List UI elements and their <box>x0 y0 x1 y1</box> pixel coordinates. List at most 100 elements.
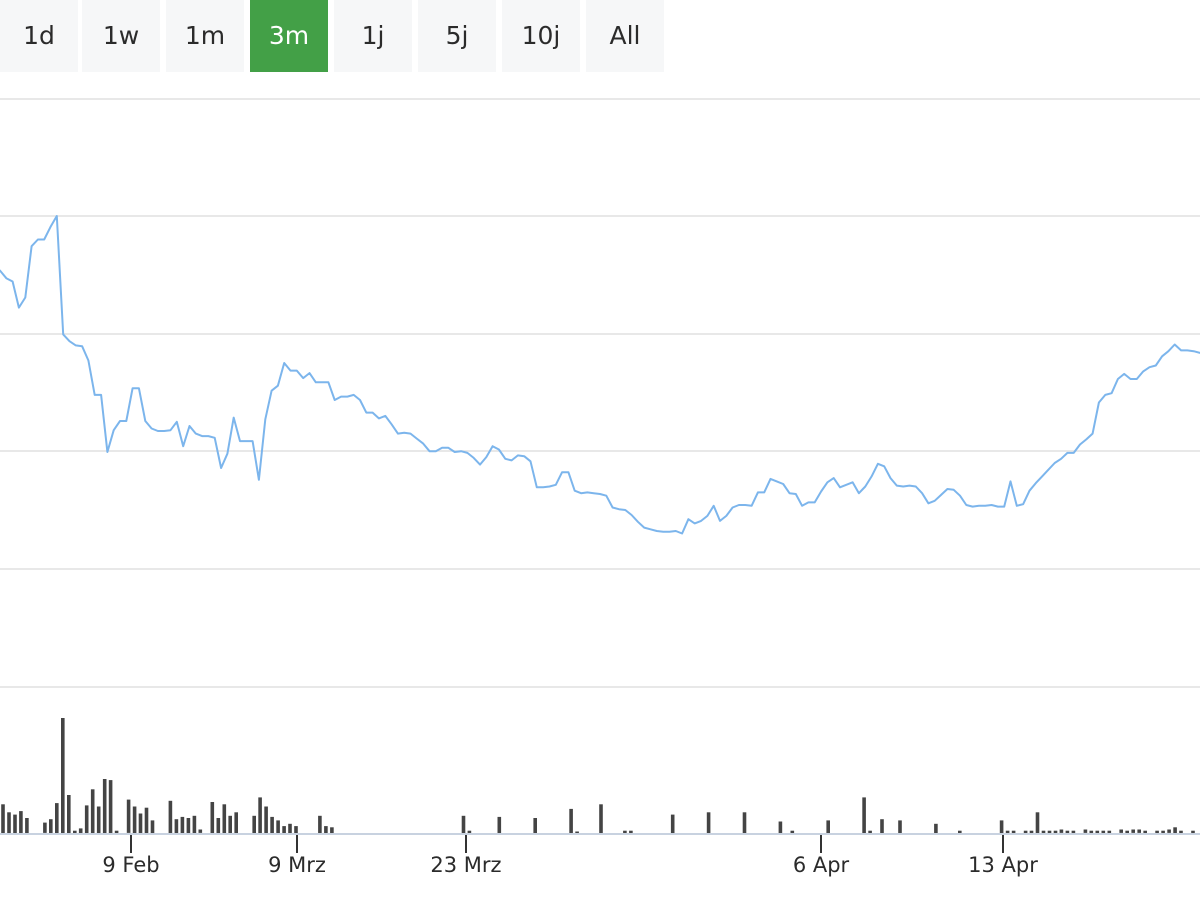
volume-bar <box>210 802 215 834</box>
range-button-5j[interactable]: 5j <box>418 0 496 72</box>
volume-bar <box>13 814 17 833</box>
volume-bar <box>1071 830 1076 833</box>
x-tick-label: 9 Mrz <box>268 853 326 877</box>
range-button-1m[interactable]: 1m <box>166 0 244 72</box>
volume-bar <box>569 808 573 833</box>
volume-bar <box>49 819 53 833</box>
volume-bar <box>216 818 221 833</box>
volume-bar <box>126 799 131 833</box>
volume-bar <box>999 820 1004 834</box>
volume-bar <box>282 826 286 833</box>
volume-bar <box>264 806 268 833</box>
volume-bar <box>868 830 872 833</box>
volume-bar <box>1 804 5 834</box>
x-tick-label: 9 Feb <box>102 853 159 877</box>
volume-bar <box>1035 812 1040 833</box>
volume-bar <box>1137 829 1141 833</box>
range-button-3m[interactable]: 3m <box>250 0 328 72</box>
volume-bar <box>1155 830 1159 833</box>
volume-bar <box>324 826 328 833</box>
volume-bar <box>276 820 280 834</box>
volume-bar <box>1131 829 1135 833</box>
volume-bar <box>1161 830 1165 833</box>
x-tick-label: 13 Apr <box>968 853 1038 877</box>
volume-bar <box>180 816 185 833</box>
volume-bar <box>1143 830 1147 833</box>
volume-bar <box>1053 830 1058 833</box>
volume-bar <box>138 813 143 834</box>
range-button-1d[interactable]: 1d <box>0 0 78 72</box>
volume-bar <box>1047 830 1052 833</box>
volume-bar <box>1173 827 1177 834</box>
volume-bar <box>252 815 256 834</box>
volume-bar <box>270 816 274 833</box>
volume-bar <box>84 805 89 833</box>
volume-bar <box>880 819 884 833</box>
volume-bar <box>67 795 71 833</box>
volume-bar <box>778 821 783 833</box>
volume-bar <box>826 820 830 834</box>
volume-bar <box>1101 830 1106 833</box>
volume-bar <box>78 828 83 833</box>
volume-bar <box>330 827 334 834</box>
volume-bar <box>1023 830 1028 833</box>
range-button-10j[interactable]: 10j <box>502 0 580 72</box>
range-button-1j[interactable]: 1j <box>334 0 412 72</box>
volume-bar <box>150 820 155 834</box>
range-button-1w[interactable]: 1w <box>82 0 160 72</box>
volume-bar <box>1167 829 1171 833</box>
volume-bar <box>186 818 191 833</box>
volume-bar <box>25 818 29 833</box>
volume-bar <box>1191 830 1195 833</box>
volume-bar <box>958 830 962 833</box>
volume-bar <box>168 800 173 833</box>
volume-bar <box>7 812 11 833</box>
volume-bar <box>192 815 197 834</box>
price-line <box>0 215 1200 535</box>
volume-bar <box>1083 829 1088 833</box>
volume-bar <box>461 815 466 834</box>
volume-bar <box>294 826 298 833</box>
volume-bar <box>258 797 262 833</box>
volume-bar <box>934 823 938 833</box>
volume-bar <box>108 780 113 833</box>
volume-bar <box>1095 830 1100 833</box>
volume-bar <box>629 830 633 833</box>
volume-bar <box>144 807 149 833</box>
volume-bar <box>1089 830 1094 833</box>
volume-bar <box>228 815 232 834</box>
volume-bar <box>575 831 579 833</box>
volume-bar <box>102 779 107 833</box>
range-button-all[interactable]: All <box>586 0 664 72</box>
x-axis: 9 Feb 9 Mrz 23 Mrz 6 Apr 13 Apr <box>0 833 1200 877</box>
volume-bar <box>1011 830 1016 833</box>
volume-bar <box>198 829 203 833</box>
volume-bar <box>533 818 537 833</box>
volume-bar <box>222 804 227 834</box>
volume-bar <box>1179 830 1183 833</box>
volume-bar <box>862 797 866 833</box>
volume-bar <box>898 820 902 834</box>
grid-lines <box>0 98 1200 688</box>
volume-bar <box>90 789 95 833</box>
volume-bar <box>1041 830 1046 833</box>
price-series <box>0 215 1200 535</box>
volume-bar <box>174 819 179 833</box>
volume-bar <box>61 718 65 833</box>
volume-bar <box>623 830 627 833</box>
volume-bar <box>599 804 603 834</box>
volume-bar <box>742 812 747 833</box>
volume-bar <box>132 806 137 833</box>
volume-bar <box>706 812 711 833</box>
x-tick-label: 23 Mrz <box>430 853 501 877</box>
volume-bar <box>497 816 502 833</box>
volume-bars <box>1 718 1195 834</box>
volume-bar <box>96 806 101 833</box>
volume-bar <box>1125 830 1129 833</box>
volume-bar <box>790 830 795 833</box>
volume-bar <box>1029 830 1034 833</box>
volume-bar <box>318 815 322 834</box>
volume-bar <box>43 822 47 833</box>
volume-bar <box>55 803 59 833</box>
